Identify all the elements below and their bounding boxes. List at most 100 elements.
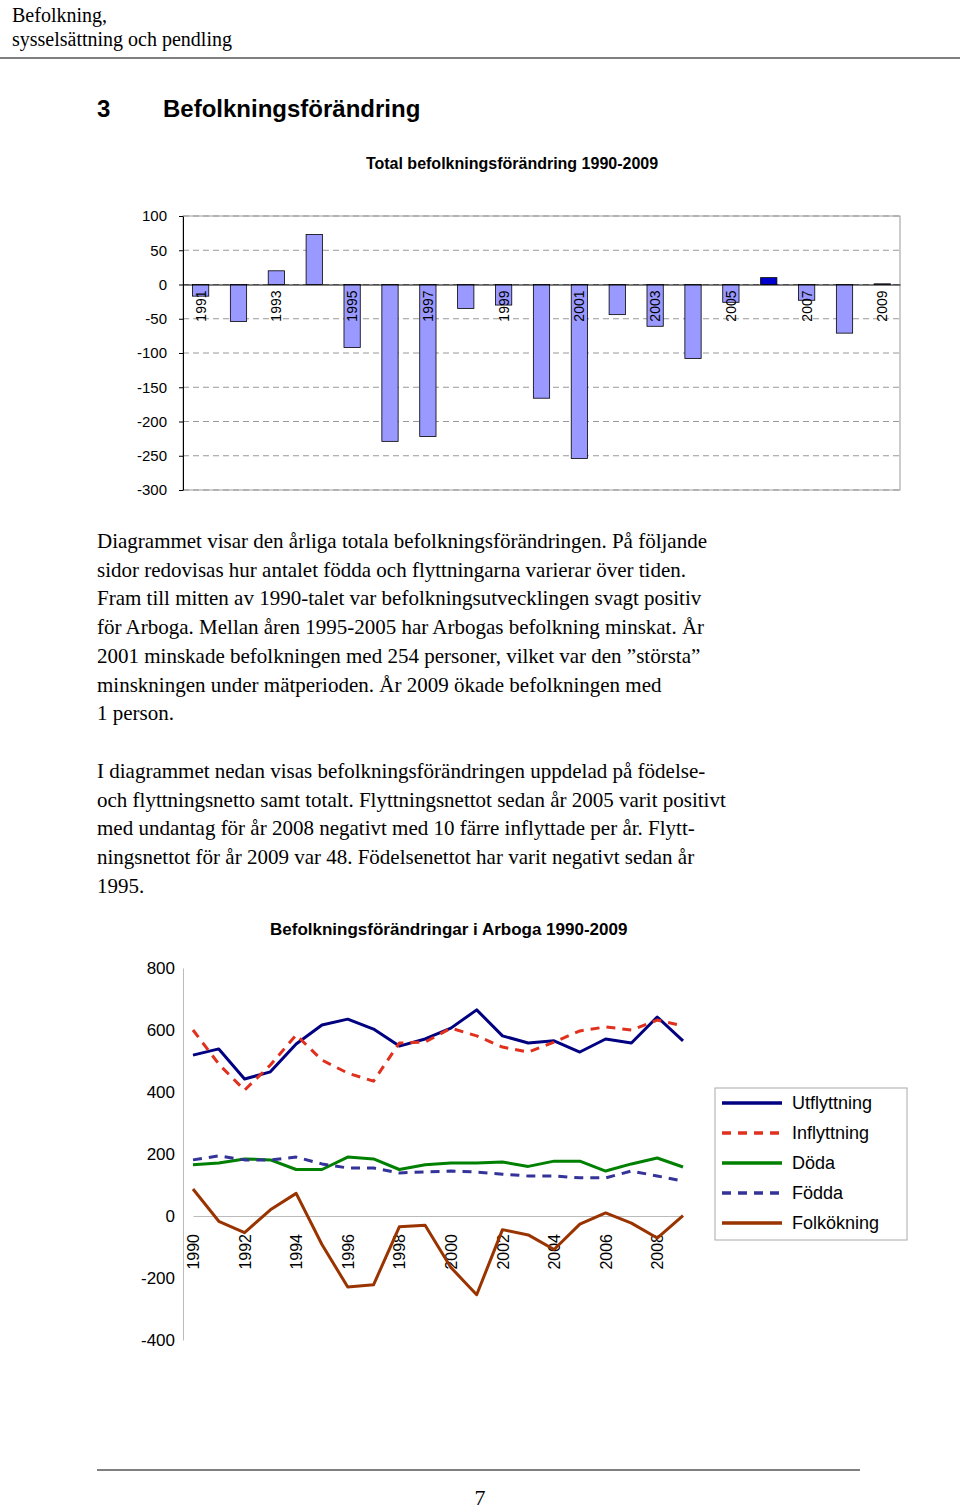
tick-label: -100: [137, 344, 167, 361]
x-tick: 1994: [288, 1216, 305, 1270]
tick-label: 50: [150, 242, 167, 259]
bar: [458, 285, 474, 309]
tick-label: 1991: [193, 290, 209, 321]
y-tick: -200: [141, 1269, 183, 1288]
axis-line: [183, 969, 184, 1341]
tick-label: 600: [147, 1021, 175, 1040]
x-axis: 1991199319951997199920012003200520072009: [184, 285, 901, 322]
tick-mark: [179, 216, 183, 217]
legend-swatch: [722, 1101, 782, 1105]
footer-rule: [97, 1470, 860, 1471]
tick-mark: [179, 422, 183, 423]
tick-label: 1990: [185, 1234, 202, 1270]
tick-label: 1999: [496, 290, 512, 321]
tick-label: 0: [166, 1207, 175, 1226]
legend-swatch: [722, 1221, 782, 1225]
tick-label: 1996: [340, 1234, 357, 1270]
tick-label: -300: [137, 481, 167, 498]
series-line: [193, 1020, 683, 1090]
bar: [382, 285, 398, 442]
tick-label: -250: [137, 447, 167, 464]
tick-label: 2003: [647, 290, 663, 321]
tick-label: -400: [141, 1331, 175, 1350]
x-tick: 1990: [185, 1216, 202, 1270]
tick-label: -150: [137, 379, 167, 396]
header-rule: [0, 58, 960, 59]
tick-label: 200: [147, 1145, 175, 1164]
x-tick: 1996: [340, 1216, 357, 1270]
tick-label: 100: [142, 207, 167, 224]
tick-label: 2004: [546, 1234, 563, 1270]
x-tick: 1993: [268, 285, 284, 322]
legend-box: [715, 1088, 907, 1240]
y-tick: -250: [137, 447, 183, 464]
y-tick: 600: [147, 1021, 183, 1040]
x-tick: 2003: [647, 285, 663, 322]
paragraph-line: I diagrammet nedan visas befolkningsförä…: [97, 759, 705, 783]
tick-mark: [179, 285, 183, 286]
tick-label: 2006: [598, 1234, 615, 1270]
paragraph-line: 2001 minskade befolkningen med 254 perso…: [97, 644, 700, 668]
x-tick: 2006: [598, 1216, 615, 1270]
x-tick: 2005: [723, 285, 739, 322]
section-number: 3: [97, 95, 110, 122]
x-tick: 1992: [237, 1216, 254, 1270]
y-tick: -50: [145, 310, 183, 327]
paragraph-line: minskningen under mätperioden. År 2009 ö…: [97, 673, 662, 697]
series-line: [193, 1189, 683, 1295]
x-tick: 2008: [649, 1216, 666, 1270]
paragraph-line: för Arboga. Mellan åren 1995-2005 har Ar…: [97, 615, 704, 639]
grid-line: [183, 250, 900, 251]
bars: [192, 234, 890, 458]
y-tick: -100: [137, 344, 183, 361]
bar: [647, 285, 663, 327]
y-tick: -400: [141, 1331, 183, 1350]
paragraph-line: 1995.: [97, 874, 144, 898]
axis-line: [183, 217, 184, 491]
tick-label: 1994: [288, 1234, 305, 1270]
paragraph-line: 1 person.: [97, 701, 174, 725]
paragraph-line: med undantag för år 2008 negativt med 10…: [97, 816, 695, 840]
tick-label: 1992: [237, 1234, 254, 1270]
tick-label: 2009: [874, 290, 890, 321]
y-tick: 200: [147, 1145, 183, 1164]
grid-line: [183, 421, 900, 422]
series-line: [193, 1157, 683, 1171]
tick-label: -200: [141, 1269, 175, 1288]
y-axis: -400 -200 0 200 400 600 800: [141, 959, 184, 1350]
paragraph: Diagrammet visar den årliga totala befol…: [97, 529, 707, 725]
tick-mark: [179, 387, 183, 388]
x-tick: 1991: [193, 285, 209, 322]
series-line: [193, 1010, 683, 1079]
bar: [344, 285, 360, 348]
page-svg: Befolkning,sysselsättning och pendling 3 B…: [0, 0, 960, 1510]
section-heading: 3 Befolkningsförändring: [97, 95, 420, 122]
paragraph: I diagrammet nedan visas befolkningsförä…: [97, 759, 726, 898]
grid: [183, 216, 900, 490]
legend-label: Inflyttning: [792, 1123, 869, 1143]
page-number: 7: [475, 1485, 486, 1510]
tick-mark: [179, 250, 183, 251]
tick-label: 1995: [344, 290, 360, 321]
tick-label: -200: [137, 413, 167, 430]
section-title: Befolkningsförändring: [163, 95, 420, 122]
x-tick: 1998: [391, 1216, 408, 1270]
tick-label: -50: [145, 310, 167, 327]
tick-label: 400: [147, 1083, 175, 1102]
tick-label: 2007: [799, 290, 815, 321]
grid-line: [183, 216, 900, 217]
y-tick: 0: [166, 1207, 183, 1226]
y-tick: 100: [142, 207, 183, 224]
page-footer: 7: [97, 1470, 860, 1510]
paragraph-line: och flyttningsnetto samt totalt. Flyttni…: [97, 788, 726, 812]
y-tick: 0: [159, 276, 183, 293]
y-tick: 800: [147, 959, 183, 978]
legend-label: Utflyttning: [792, 1093, 872, 1113]
bar-chart: Total befolkningsförändring 1990-2009-30…: [137, 155, 901, 498]
page-header: Befolkning,sysselsättning och pendling: [0, 4, 960, 58]
bar: [533, 285, 549, 399]
y-axis: -300 -250 -200 -150 -100 -50 0 50 100: [137, 207, 184, 498]
plot-frame: [183, 216, 900, 490]
bar: [306, 234, 322, 284]
grid-line: [183, 455, 900, 456]
